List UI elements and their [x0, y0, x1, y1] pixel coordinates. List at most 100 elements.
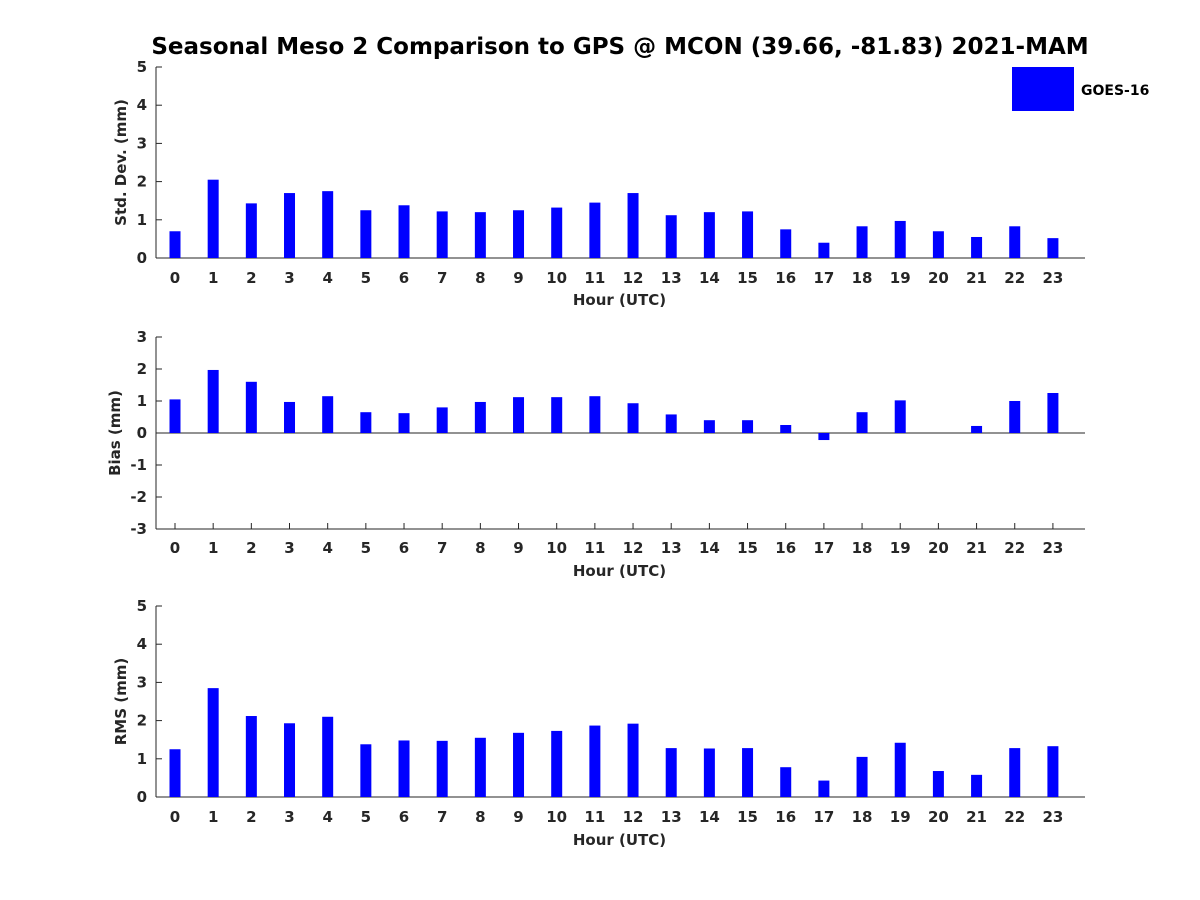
x-tick-label: 7 — [437, 269, 447, 287]
x-tick-label: 14 — [699, 539, 720, 557]
bar-7 — [436, 211, 448, 258]
x-tick-label: 2 — [246, 539, 256, 557]
bar-16 — [780, 767, 792, 797]
x-tick-label: 17 — [813, 808, 834, 826]
x-tick-label: 16 — [775, 269, 796, 287]
bar-19 — [894, 400, 906, 433]
bar-2 — [245, 203, 257, 258]
y-tick-label: 5 — [137, 597, 147, 615]
x-tick-label: 16 — [775, 539, 796, 557]
bar-12 — [627, 723, 639, 797]
bar-23 — [1047, 393, 1059, 433]
bar-17 — [818, 780, 830, 797]
x-tick-label: 7 — [437, 539, 447, 557]
x-tick-label: 4 — [322, 808, 332, 826]
bar-6 — [398, 205, 410, 258]
y-tick-label: 0 — [137, 249, 147, 267]
bar-13 — [665, 748, 677, 797]
bar-15 — [742, 748, 754, 797]
bar-13 — [665, 414, 677, 433]
bar-20 — [932, 771, 944, 797]
y-tick-label: 3 — [137, 134, 147, 152]
x-tick-label: 2 — [246, 269, 256, 287]
x-tick-label: 23 — [1042, 539, 1063, 557]
x-axis-label: Hour (UTC) — [573, 831, 666, 849]
x-tick-label: 1 — [208, 808, 218, 826]
x-tick-label: 5 — [361, 808, 371, 826]
x-tick-label: 12 — [623, 808, 644, 826]
bar-10 — [551, 207, 563, 258]
x-tick-label: 13 — [661, 808, 682, 826]
bar-4 — [322, 191, 334, 258]
x-tick-label: 10 — [546, 539, 567, 557]
x-tick-label: 15 — [737, 269, 758, 287]
x-tick-label: 14 — [699, 269, 720, 287]
x-tick-label: 20 — [928, 269, 949, 287]
x-tick-label: 6 — [399, 539, 409, 557]
x-tick-label: 12 — [623, 269, 644, 287]
x-tick-label: 4 — [322, 539, 332, 557]
y-tick-label: 2 — [137, 173, 147, 191]
bar-3 — [284, 401, 296, 433]
y-tick-label: 1 — [137, 392, 147, 410]
x-tick-label: 22 — [1004, 808, 1025, 826]
x-tick-label: 0 — [170, 269, 180, 287]
bar-21 — [971, 774, 983, 797]
x-tick-label: 18 — [852, 808, 873, 826]
x-tick-label: 13 — [661, 269, 682, 287]
bar-0 — [169, 231, 181, 258]
bar-5 — [360, 412, 372, 433]
bar-9 — [513, 210, 525, 258]
bar-7 — [436, 740, 448, 797]
bar-11 — [589, 202, 601, 258]
bar-15 — [742, 420, 754, 433]
bar-6 — [398, 413, 410, 433]
bar-18 — [856, 756, 868, 797]
bar-5 — [360, 210, 372, 258]
y-tick-label: 2 — [137, 360, 147, 378]
x-tick-label: 15 — [737, 539, 758, 557]
x-tick-label: 8 — [475, 808, 485, 826]
x-tick-label: 0 — [170, 808, 180, 826]
bar-11 — [589, 396, 601, 433]
bar-14 — [703, 748, 715, 797]
bar-11 — [589, 725, 601, 797]
bar-9 — [513, 397, 525, 433]
bar-18 — [856, 226, 868, 258]
bar-15 — [742, 211, 754, 258]
x-tick-label: 16 — [775, 808, 796, 826]
bar-22 — [1009, 226, 1021, 258]
bar-20 — [932, 231, 944, 258]
y-tick-label: 0 — [137, 788, 147, 806]
y-tick-label: 5 — [137, 58, 147, 76]
bar-16 — [780, 425, 792, 433]
y-tick-label: -2 — [130, 488, 147, 506]
x-tick-label: 3 — [284, 539, 294, 557]
y-tick-label: 2 — [137, 712, 147, 730]
x-tick-label: 9 — [513, 269, 523, 287]
legend: GOES-16 — [1012, 67, 1149, 111]
bar-4 — [322, 396, 334, 433]
bar-13 — [665, 215, 677, 258]
bar-12 — [627, 193, 639, 258]
x-tick-label: 21 — [966, 808, 987, 826]
bar-0 — [169, 399, 181, 433]
bar-21 — [971, 425, 983, 433]
x-tick-label: 19 — [890, 808, 911, 826]
bar-23 — [1047, 238, 1059, 258]
y-tick-label: 1 — [137, 750, 147, 768]
x-axis-label: Hour (UTC) — [573, 291, 666, 309]
y-tick-label: -1 — [130, 456, 147, 474]
x-tick-label: 21 — [966, 539, 987, 557]
bar-10 — [551, 397, 563, 433]
x-tick-label: 9 — [513, 808, 523, 826]
bar-21 — [971, 236, 983, 258]
x-tick-label: 0 — [170, 539, 180, 557]
x-tick-label: 5 — [361, 539, 371, 557]
bar-2 — [245, 381, 257, 433]
x-tick-label: 10 — [546, 808, 567, 826]
